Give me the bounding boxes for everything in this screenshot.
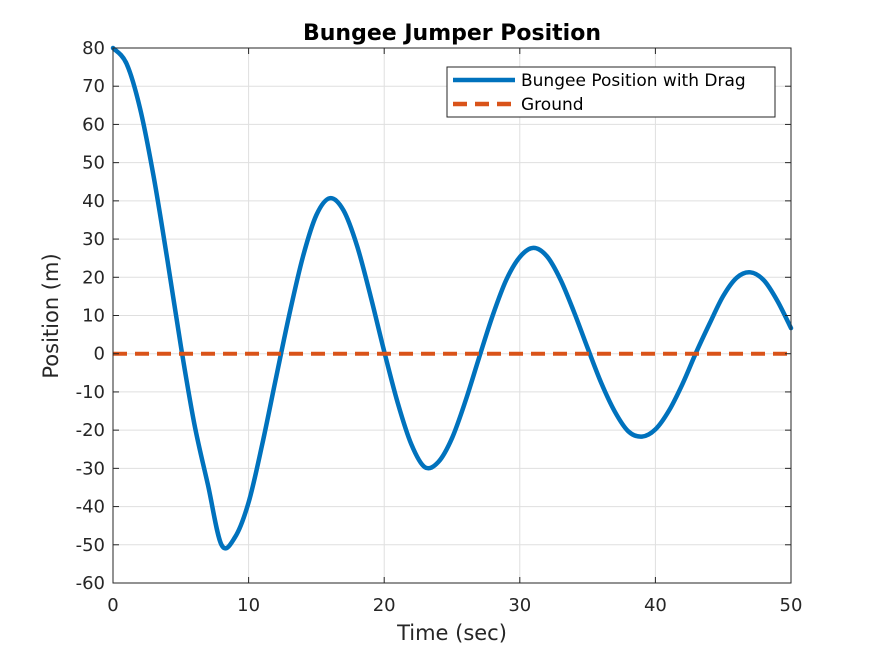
y-tick-label: 70 bbox=[82, 76, 105, 97]
x-tick-label: 40 bbox=[644, 595, 667, 616]
x-tick-label: 50 bbox=[780, 595, 803, 616]
x-tick-label: 0 bbox=[107, 595, 118, 616]
y-tick-label: 20 bbox=[82, 267, 105, 288]
y-tick-label: -30 bbox=[76, 458, 105, 479]
y-tick-label: 80 bbox=[82, 38, 105, 59]
axis-ticks: 0 10 20 30 40 50 80 70 60 50 40 30 20 10 0 -10 -20 -30 -40… bbox=[76, 38, 803, 616]
legend: Bungee Position with Drag Ground bbox=[446, 66, 776, 118]
y-tick-label: 0 bbox=[94, 344, 105, 365]
legend-label-ground: Ground bbox=[521, 95, 584, 115]
y-tick-label: -50 bbox=[76, 535, 105, 556]
y-tick-label: -40 bbox=[76, 497, 105, 518]
y-tick-label: -60 bbox=[76, 573, 105, 594]
x-tick-label: 10 bbox=[237, 595, 260, 616]
chart-title: Bungee Jumper Position bbox=[303, 21, 601, 46]
x-tick-label: 30 bbox=[508, 595, 531, 616]
x-tick-label: 20 bbox=[373, 595, 396, 616]
y-tick-label: 10 bbox=[82, 306, 105, 327]
y-tick-label: 30 bbox=[82, 229, 105, 250]
y-axis-label: Position (m) bbox=[39, 253, 63, 378]
legend-box bbox=[446, 66, 776, 118]
legend-label-bungee: Bungee Position with Drag bbox=[521, 71, 746, 91]
y-tick-label: 60 bbox=[82, 114, 105, 135]
y-tick-label: 40 bbox=[82, 191, 105, 212]
y-tick-label: 50 bbox=[82, 153, 105, 174]
y-tick-label: -10 bbox=[76, 382, 105, 403]
x-axis-label: Time (sec) bbox=[396, 621, 507, 645]
series-line-bungee-position bbox=[110, 45, 794, 551]
series-group bbox=[110, 45, 794, 551]
y-tick-label: -20 bbox=[76, 420, 105, 441]
